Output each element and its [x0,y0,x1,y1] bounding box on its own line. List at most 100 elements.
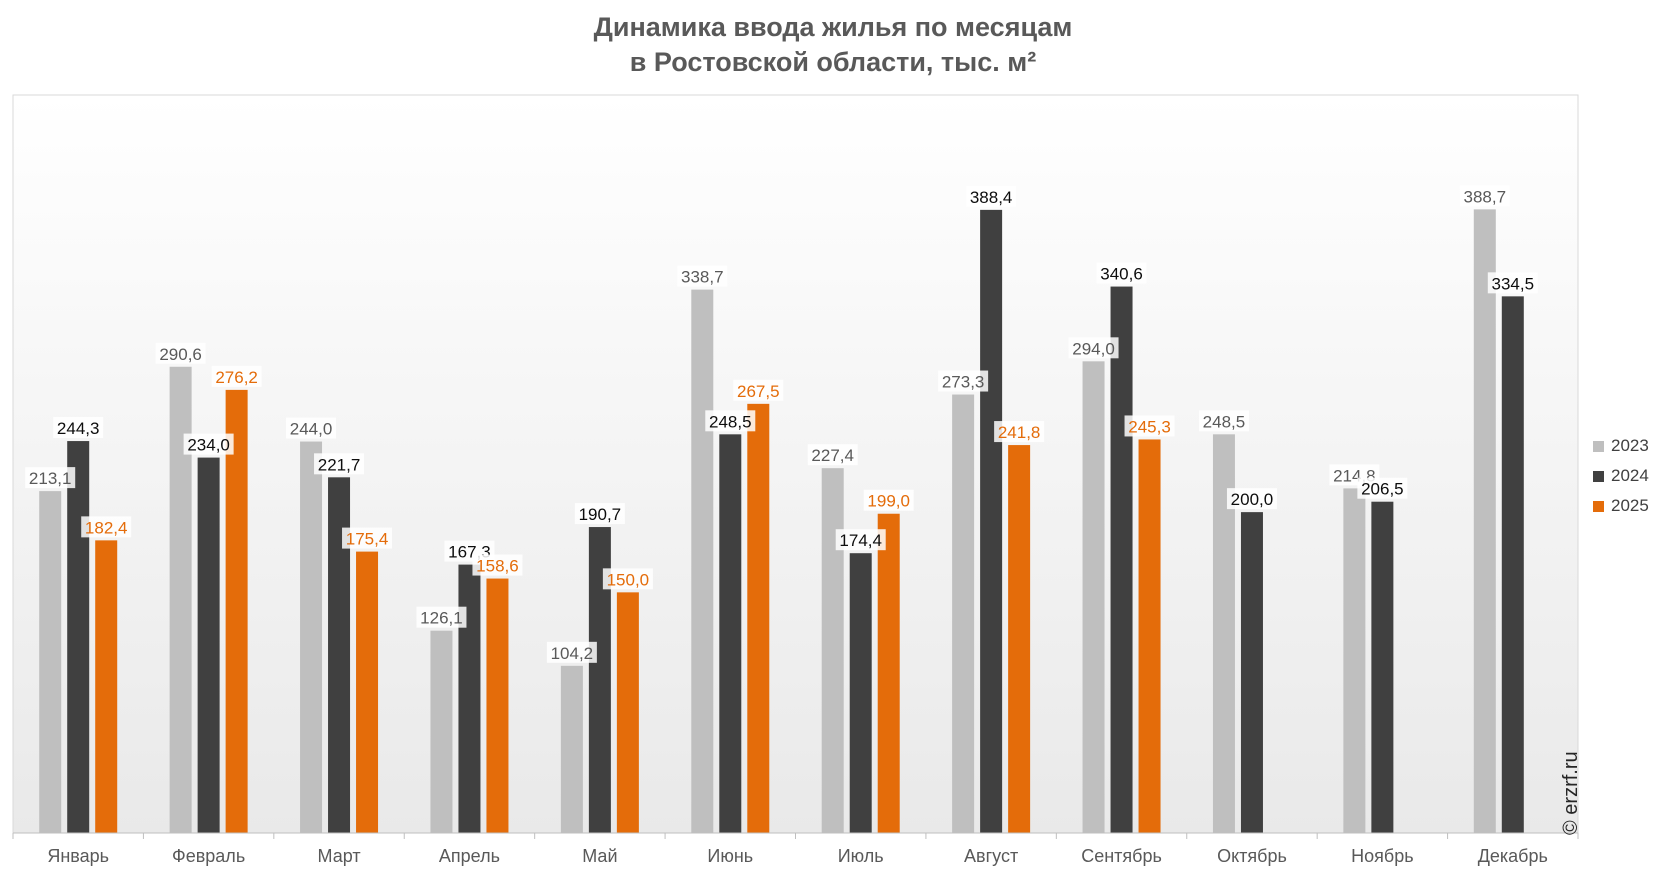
data-label-2023-7: 227,4 [811,446,854,465]
data-label-2024-5: 190,7 [579,505,622,524]
data-label-2024-10: 200,0 [1231,490,1274,509]
data-label-bg [966,185,1017,207]
bar-2023-10 [1212,434,1235,833]
bar-2024-10 [1240,512,1263,833]
bar-2024-2 [197,457,220,833]
data-label-2023-4: 126,1 [420,609,463,628]
data-label-bg [835,529,886,551]
bar-2023-2 [169,366,192,833]
data-label-2024-11: 206,5 [1361,480,1404,499]
bar-2025-7 [877,513,900,833]
x-tick-label-5: Май [582,846,617,866]
x-tick-label-4: Апрель [439,846,500,866]
data-label-bg [25,467,76,489]
legend: 2023 2024 2025 [1593,431,1649,521]
data-label-2023-6: 338,7 [681,268,724,287]
bar-2024-6 [719,434,742,833]
data-label-bg [1068,337,1119,359]
data-label-bg [863,489,914,511]
chart-title-line-1: Динамика ввода жилья по месяцам [593,12,1073,42]
data-label-bg [183,433,234,455]
x-tick-label-1: Январь [47,846,109,866]
data-label-bg [1096,262,1147,284]
data-label-bg [81,516,132,538]
data-label-2023-10: 248,5 [1203,412,1246,431]
data-label-2024-8: 388,4 [970,188,1013,207]
bar-2024-12 [1501,296,1524,833]
data-label-2024-9: 340,6 [1100,265,1143,284]
x-tick-label-2: Февраль [172,846,245,866]
data-label-2024-3: 221,7 [318,455,361,474]
x-tick-label-8: Август [964,846,1018,866]
bar-2025-1 [95,540,118,833]
bar-2025-2 [225,389,248,833]
data-label-bg [994,421,1045,443]
data-label-2025-1: 182,4 [85,518,128,537]
data-label-2024-2: 234,0 [187,436,230,455]
bar-2023-9 [1082,361,1105,833]
bar-2025-3 [356,551,379,833]
bar-2023-6 [691,289,714,833]
chart-title: Динамика ввода жилья по месяцам в Ростов… [0,10,1666,80]
bar-2025-6 [747,403,770,833]
data-label-bg [733,379,784,401]
legend-label-2025: 2025 [1611,496,1649,515]
x-tick-label-11: Ноябрь [1351,846,1413,866]
data-label-bg [342,527,393,549]
bar-2024-7 [849,553,872,833]
legend-label-2024: 2024 [1611,466,1649,485]
data-label-bg [1226,488,1277,510]
legend-item-2024: 2024 [1593,461,1649,491]
data-label-bg [416,606,467,628]
data-label-bg [1487,272,1538,294]
data-label-bg [211,365,262,387]
x-tick-label-6: Июнь [707,846,753,866]
legend-item-2025: 2025 [1593,491,1649,521]
data-label-bg [314,453,365,475]
bar-2024-3 [328,477,351,833]
data-label-bg [1124,415,1175,437]
x-tick-label-3: Март [318,846,361,866]
data-label-2024-12: 334,5 [1492,274,1535,293]
x-tick-label-9: Сентябрь [1081,846,1162,866]
bar-2024-8 [980,209,1003,833]
bar-2023-3 [300,441,323,833]
bar-2025-5 [616,592,639,833]
legend-swatch-2025 [1593,500,1604,512]
data-label-2025-6: 267,5 [737,382,780,401]
data-label-bg [286,417,337,439]
bar-2024-9 [1110,286,1133,833]
bar-2023-8 [952,394,975,833]
bar-2023-5 [560,665,583,833]
x-tick-label-12: Декабрь [1478,846,1548,866]
bar-2023-7 [821,468,844,833]
data-label-2025-4: 158,6 [476,557,519,576]
bar-2025-8 [1008,445,1031,833]
bar-2024-4 [458,564,481,833]
data-label-bg [472,554,523,576]
data-label-bg [546,641,597,663]
data-label-bg [705,410,756,432]
legend-swatch-2024 [1593,470,1604,482]
plot-area [12,94,1579,834]
bar-2025-4 [486,578,509,833]
data-label-2024-1: 244,3 [57,419,100,438]
legend-label-2023: 2023 [1611,436,1649,455]
data-label-2025-9: 245,3 [1128,417,1171,436]
data-label-bg [602,568,653,590]
data-label-2023-12: 388,7 [1464,187,1507,206]
legend-swatch-2023 [1593,440,1604,452]
x-tick-label-7: Июль [838,846,884,866]
data-label-2024-6: 248,5 [709,412,752,431]
bar-2023-4 [430,630,453,833]
bar-2023-1 [39,491,62,833]
bar-2023-12 [1473,209,1496,833]
data-label-bg [677,265,728,287]
data-label-2023-2: 290,6 [159,345,202,364]
data-label-2025-2: 276,2 [215,368,258,387]
data-label-bg [1459,185,1510,207]
bar-2025-9 [1138,439,1161,833]
bar-2023-11 [1343,488,1366,833]
data-label-bg [574,503,625,525]
